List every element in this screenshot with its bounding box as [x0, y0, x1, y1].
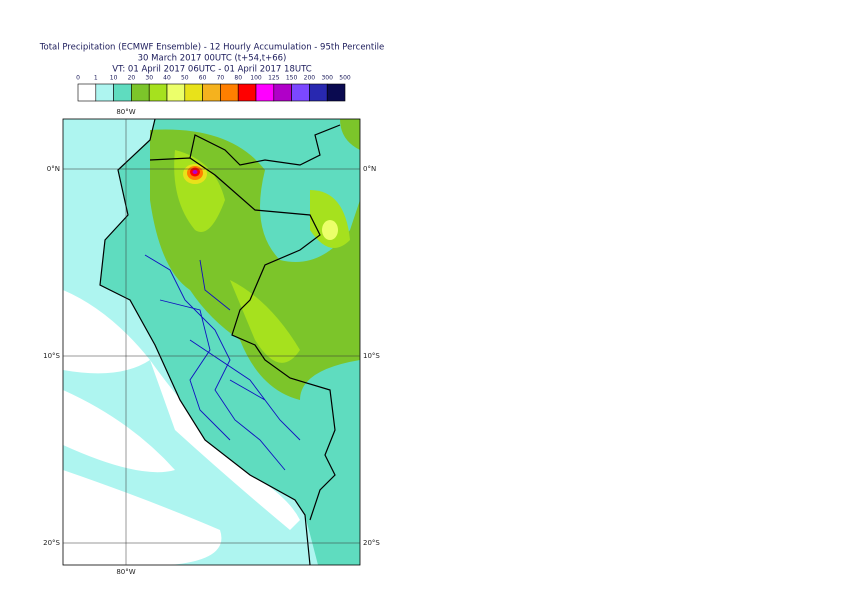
legend-label: 500	[339, 75, 351, 82]
legend-label: 80	[234, 75, 242, 82]
legend-swatch	[113, 83, 132, 102]
lat-label: 10°S	[43, 352, 60, 360]
lat-label: 0°N	[47, 165, 60, 173]
legend-swatch	[273, 83, 292, 102]
legend-swatch	[148, 83, 168, 102]
legend-swatch	[309, 83, 328, 102]
legend-label: 0	[76, 75, 80, 82]
title: Total Precipitation (ECMWF Ensemble) - 1…	[39, 43, 384, 53]
legend-label: 70	[217, 75, 225, 82]
legend-swatch	[220, 83, 239, 102]
legend-label: 300	[321, 75, 333, 82]
dry-area	[63, 390, 175, 473]
legend-label: 1	[94, 75, 98, 82]
legend-label: 50	[181, 75, 189, 82]
legend-label: 150	[286, 75, 298, 82]
lon-label: 80°W	[116, 108, 135, 116]
rain-area	[322, 220, 338, 240]
lat-label: 20°S	[363, 539, 380, 547]
legend-swatch	[131, 83, 150, 102]
legend-swatch	[184, 83, 203, 102]
rain-area	[340, 119, 360, 150]
lat-label: 0°N	[363, 165, 376, 173]
lon-label: 80°W	[116, 568, 135, 576]
dry-area	[63, 470, 222, 565]
legend-label: 125	[268, 75, 280, 82]
legend-swatch	[95, 83, 114, 102]
legend-label: 30	[145, 75, 153, 82]
graticule	[63, 119, 360, 565]
run-info: 30 March 2017 00UTC (t+54,t+66)	[138, 54, 287, 64]
rain-area	[230, 280, 300, 363]
legend: 0 1 10 20 30 40 50 60 70 80 100 125 150 200 300 500	[76, 75, 351, 102]
lat-label: 10°S	[363, 352, 380, 360]
legend-label: 60	[199, 75, 207, 82]
dry-area	[150, 360, 300, 530]
department-lines	[144, 254, 301, 471]
legend-label: 100	[250, 75, 262, 82]
map-frame	[62, 118, 361, 566]
rain-area	[310, 190, 350, 248]
legend-label: 40	[163, 75, 171, 82]
legend-swatch	[166, 83, 186, 102]
border	[149, 157, 336, 521]
lat-label: 20°S	[43, 539, 60, 547]
legend-swatch	[202, 83, 221, 102]
rain-area	[192, 170, 198, 174]
dry-area	[63, 290, 150, 374]
legend-label: 20	[128, 75, 136, 82]
legend-swatch	[77, 83, 97, 102]
coastline	[99, 119, 311, 565]
border	[189, 124, 341, 166]
legend-swatch	[326, 83, 346, 102]
legend-label: 10	[110, 75, 118, 82]
legend-swatch	[255, 83, 275, 102]
legend-swatch	[291, 83, 310, 102]
map	[63, 119, 360, 565]
legend-label: 200	[304, 75, 316, 82]
legend-swatch	[237, 83, 257, 102]
valid-time: VT: 01 April 2017 06UTC - 01 April 2017 …	[112, 65, 311, 75]
